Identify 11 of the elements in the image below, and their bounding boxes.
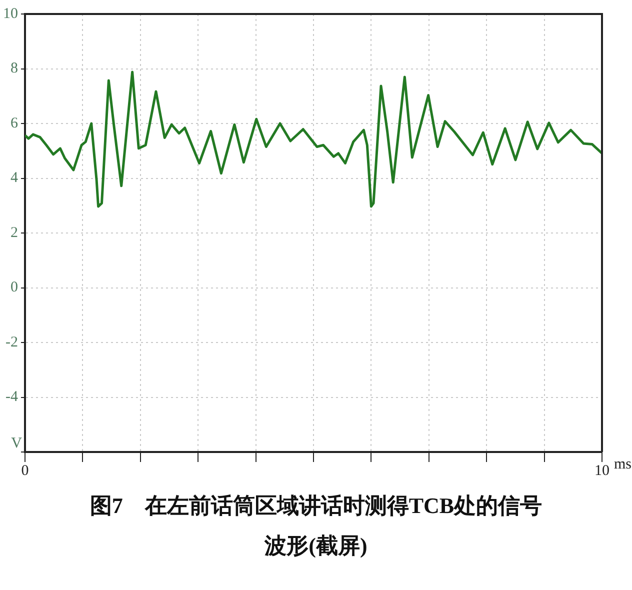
y-tick-label: 8: [10, 60, 18, 77]
y-tick-label: -2: [6, 334, 18, 350]
y-tick-label: -4: [6, 389, 18, 406]
y-tick-label: 2: [10, 224, 18, 241]
y-axis-title: V: [11, 435, 22, 452]
y-tick-label: 0: [10, 280, 18, 296]
y-tick-label: 4: [10, 170, 18, 186]
x-axis-title: ms: [614, 456, 632, 472]
y-tick-label: 10: [3, 6, 18, 22]
y-tick-label: 6: [10, 115, 18, 132]
text: 图7 在左前话筒区域讲话时测得TCB处的信号波形(截屏): [88, 492, 544, 560]
